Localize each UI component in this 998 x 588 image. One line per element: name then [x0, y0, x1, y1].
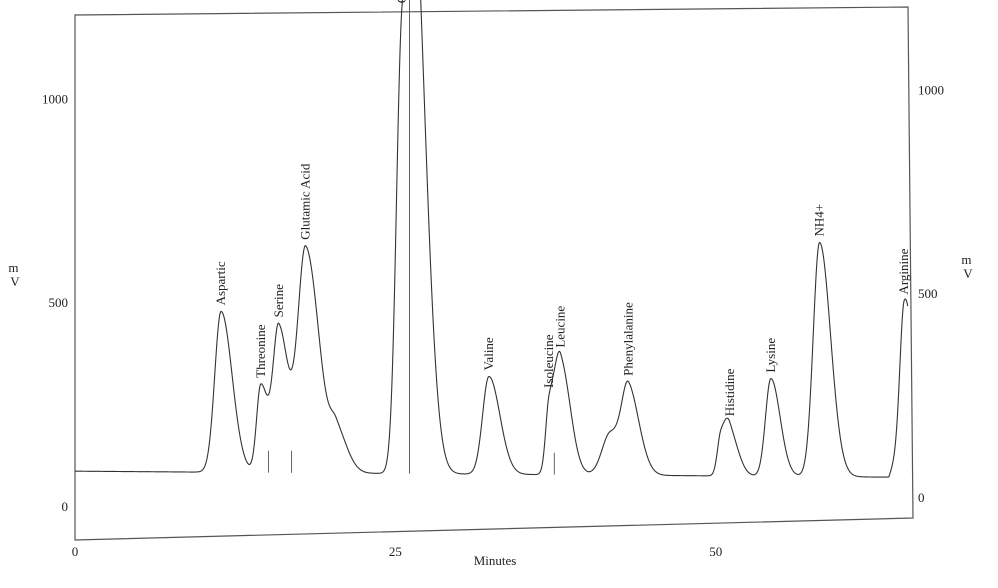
peak-label: NH4+: [812, 204, 827, 237]
peak-label: Leucine: [553, 306, 568, 348]
peak-label: Lysine: [763, 338, 778, 373]
x-axis-label: Minutes: [474, 553, 517, 568]
y-tick-label-right: 0: [918, 490, 925, 505]
peak-label: Isoleucine: [541, 334, 556, 388]
y-axis-label-right-line1: m: [961, 252, 971, 267]
y-tick-label-right: 500: [918, 286, 938, 301]
peak-label: Threonine: [253, 324, 268, 378]
x-tick-label: 50: [709, 544, 722, 559]
plot-area-border: [74, 6, 914, 541]
peak-label: Glutamic Acid: [298, 163, 313, 240]
y-tick-label-left: 500: [49, 295, 69, 310]
y-axis-label-left-line1: m: [8, 260, 18, 275]
x-tick-label: 0: [72, 544, 79, 559]
peak-label: Phenylalanine: [621, 302, 636, 376]
peak-label: Arginine: [896, 248, 911, 294]
x-tick-label: 25: [389, 544, 402, 559]
y-axis-label-right-line2: V: [963, 266, 973, 281]
integration-markers: [268, 0, 555, 475]
peak-label: Serine: [271, 284, 286, 317]
y-tick-label-left: 1000: [42, 92, 68, 107]
y-axis-label-left: m V: [8, 260, 21, 289]
y-axis-label-right: m V: [961, 252, 974, 281]
peak-label: Glycine: [394, 0, 409, 3]
y-tick-label-right: 1000: [918, 83, 944, 98]
plot-frame: [74, 6, 914, 541]
peak-label: Aspartic: [213, 261, 228, 305]
peak-label: Valine: [481, 337, 496, 370]
peak-label: Histidine: [722, 368, 737, 416]
y-axis-label-left-line2: V: [10, 274, 20, 289]
y-tick-label-left: 0: [62, 499, 69, 514]
chromatogram-trace: [75, 0, 909, 478]
